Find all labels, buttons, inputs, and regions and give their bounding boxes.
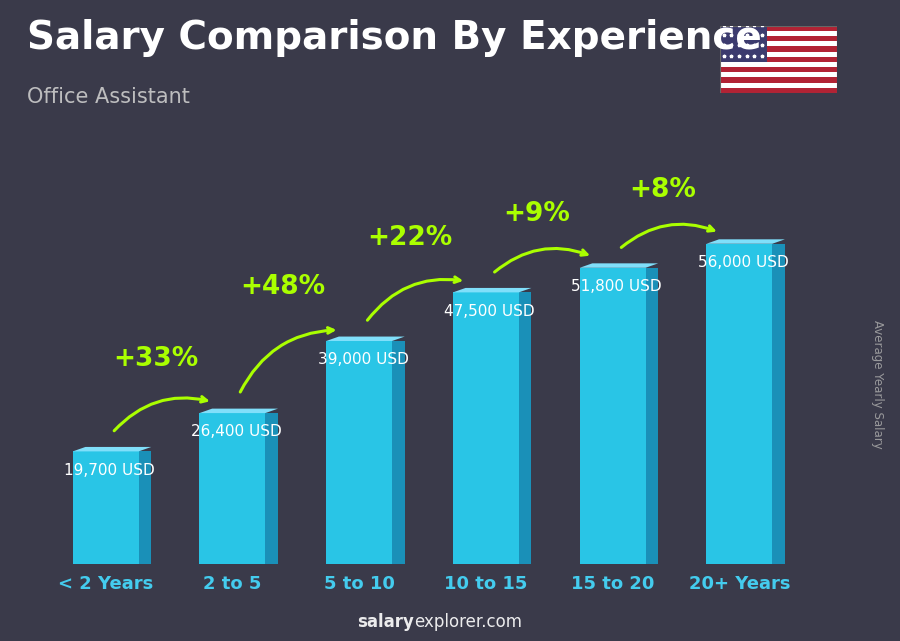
Text: +8%: +8% (630, 177, 697, 203)
Text: +33%: +33% (113, 346, 199, 372)
Text: 56,000 USD: 56,000 USD (698, 255, 788, 270)
Polygon shape (73, 447, 151, 451)
Text: 51,800 USD: 51,800 USD (572, 279, 662, 294)
Bar (720, 31, 837, 36)
Bar (720, 26, 767, 62)
Bar (720, 67, 837, 72)
Text: Average Yearly Salary: Average Yearly Salary (871, 320, 884, 449)
Polygon shape (772, 244, 785, 564)
Bar (720, 56, 837, 62)
Bar (720, 72, 837, 78)
Polygon shape (200, 408, 278, 413)
Bar (720, 26, 837, 31)
Polygon shape (392, 341, 405, 564)
Polygon shape (326, 337, 405, 341)
Text: Salary Comparison By Experience: Salary Comparison By Experience (27, 19, 761, 57)
Polygon shape (645, 268, 658, 564)
Bar (720, 36, 837, 41)
Bar (326, 341, 392, 564)
Text: explorer.com: explorer.com (414, 613, 522, 631)
Polygon shape (139, 451, 151, 564)
Bar (720, 51, 837, 56)
Bar (453, 292, 518, 564)
Polygon shape (266, 413, 278, 564)
Text: 26,400 USD: 26,400 USD (191, 424, 282, 439)
Bar (73, 451, 139, 564)
Text: +9%: +9% (503, 201, 570, 227)
Polygon shape (580, 263, 658, 268)
Text: 47,500 USD: 47,500 USD (445, 304, 535, 319)
Bar (720, 88, 837, 93)
Text: +22%: +22% (367, 226, 452, 251)
Bar (200, 413, 266, 564)
Polygon shape (518, 292, 532, 564)
Text: +48%: +48% (240, 274, 326, 300)
Polygon shape (706, 239, 785, 244)
Bar (580, 268, 645, 564)
Polygon shape (453, 288, 532, 292)
Bar (720, 41, 837, 46)
Text: 39,000 USD: 39,000 USD (318, 352, 409, 367)
Text: 19,700 USD: 19,700 USD (64, 463, 155, 478)
Bar (720, 78, 837, 83)
Bar (706, 244, 772, 564)
Text: salary: salary (357, 613, 414, 631)
Bar (720, 83, 837, 88)
Bar (720, 46, 837, 51)
Bar (720, 62, 837, 67)
Text: Office Assistant: Office Assistant (27, 87, 190, 106)
